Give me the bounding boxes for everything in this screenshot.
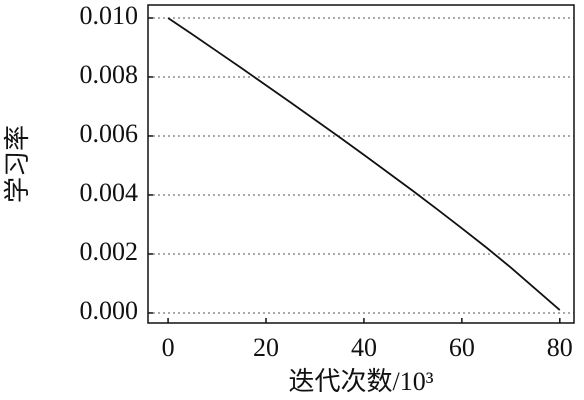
y-tick-label: 0.002: [80, 237, 139, 266]
x-tick-label: 60: [449, 333, 475, 362]
y-tick-label: 0.010: [80, 1, 139, 30]
x-tick-label: 40: [351, 333, 377, 362]
y-tick-label: 0.006: [80, 119, 139, 148]
y-tick-label: 0.008: [80, 60, 139, 89]
y-axis-label: 学习率: [3, 125, 32, 203]
y-tick-label: 0.004: [80, 178, 139, 207]
x-tick-label: 0: [162, 333, 175, 362]
data-line: [167, 17, 561, 311]
x-axis-label: 迭代次数/10³: [288, 367, 433, 396]
y-tick-label: 0.000: [80, 296, 139, 325]
plot-frame: [147, 4, 575, 324]
x-tick-label: 20: [253, 333, 279, 362]
x-tick-label: 80: [547, 333, 573, 362]
